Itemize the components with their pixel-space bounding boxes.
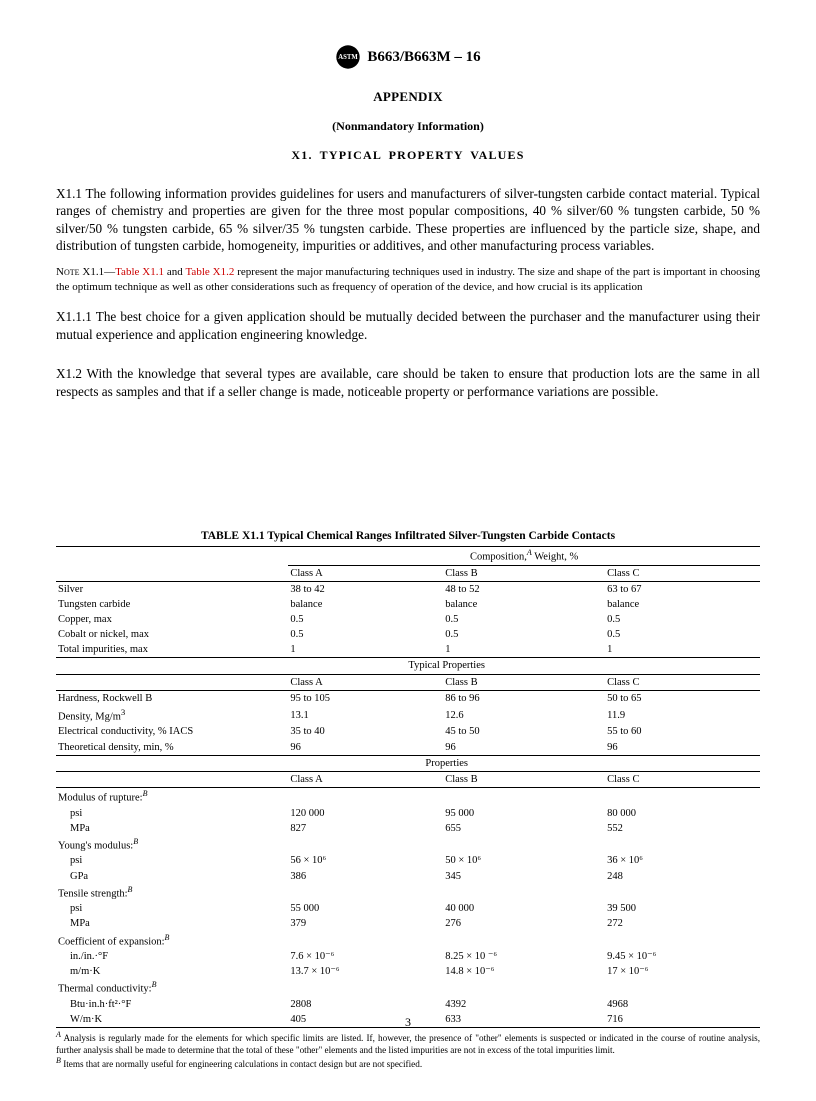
table-row: Thermal conductivity:B	[56, 979, 760, 997]
table-row: m/m·K13.7 × 10⁻⁶14.8 × 10⁻⁶17 × 10⁻⁶	[56, 964, 760, 979]
paragraph-x1-2: X1.2 With the knowledge that several typ…	[56, 365, 760, 400]
table-row: MPa827655552	[56, 821, 760, 836]
page-number: 3	[0, 1015, 816, 1030]
table-row: Copper, max0.50.50.5	[56, 612, 760, 627]
table-row: Btu·in.h·ft²·°F280843924968	[56, 997, 760, 1012]
table-title: TABLE X1.1 Typical Chemical Ranges Infil…	[56, 530, 760, 542]
table-row: in./in.·°F7.6 × 10⁻⁶8.25 × 10 ⁻⁶9.45 × 1…	[56, 949, 760, 964]
paragraph-x1-1-1: X1.1.1 The best choice for a given appli…	[56, 308, 760, 343]
table-row: Electrical conductivity, % IACS35 to 404…	[56, 724, 760, 739]
designation-text: B663/B663M – 16	[367, 49, 480, 66]
composition-header: Composition,A Weight, %	[288, 547, 760, 566]
table-row: Tungsten carbidebalancebalancebalance	[56, 597, 760, 612]
appendix-label: APPENDIX	[56, 89, 760, 105]
table-row: Hardness, Rockwell B95 to 10586 to 9650 …	[56, 690, 760, 706]
table-row: Total impurities, max111	[56, 642, 760, 658]
col-class-b: Class B	[443, 565, 605, 581]
table-row: psi120 00095 00080 000	[56, 806, 760, 821]
col-class-a: Class A	[288, 565, 443, 581]
table-row: Silver38 to 4248 to 5263 to 67	[56, 581, 760, 597]
table-row: GPa386345248	[56, 869, 760, 884]
table-x1-1: TABLE X1.1 Typical Chemical Ranges Infil…	[56, 530, 760, 1071]
table-row: Coefficient of expansion:B	[56, 932, 760, 950]
note-x1-1: Note X1.1—Table X1.1 and Table X1.2 repr…	[56, 265, 760, 295]
table-ref-x1-2: Table X1.2	[185, 266, 234, 278]
paragraph-x1-1: X1.1 The following information provides …	[56, 185, 760, 255]
astm-logo-icon: ASTM	[335, 44, 361, 70]
nonmandatory-label: (Nonmandatory Information)	[56, 119, 760, 134]
col-class-c: Class C	[605, 565, 760, 581]
table-row: Young's modulus:B	[56, 836, 760, 854]
table-row: MPa379276272	[56, 916, 760, 931]
table-footnotes: A Analysis is regularly made for the ele…	[56, 1030, 760, 1071]
properties-header: Properties	[288, 755, 605, 771]
svg-text:ASTM: ASTM	[339, 54, 359, 61]
table-row: Modulus of rupture:B	[56, 787, 760, 805]
table-ref-x1-1: Table X1.1	[115, 266, 164, 278]
table-row: Cobalt or nickel, max0.50.50.5	[56, 627, 760, 642]
document-header: ASTM B663/B663M – 16 APPENDIX (Nonmandat…	[56, 44, 760, 163]
table-row: Density, Mg/m313.112.611.9	[56, 706, 760, 725]
typical-properties-header: Typical Properties	[288, 658, 605, 674]
table-row: psi55 00040 00039 500	[56, 901, 760, 916]
table-row: psi56 × 10⁶50 × 10⁶36 × 10⁶	[56, 853, 760, 868]
table-row: Theoretical density, min, %969696	[56, 740, 760, 756]
table-row: Tensile strength:B	[56, 884, 760, 902]
section-heading: X1. TYPICAL PROPERTY VALUES	[56, 148, 760, 163]
